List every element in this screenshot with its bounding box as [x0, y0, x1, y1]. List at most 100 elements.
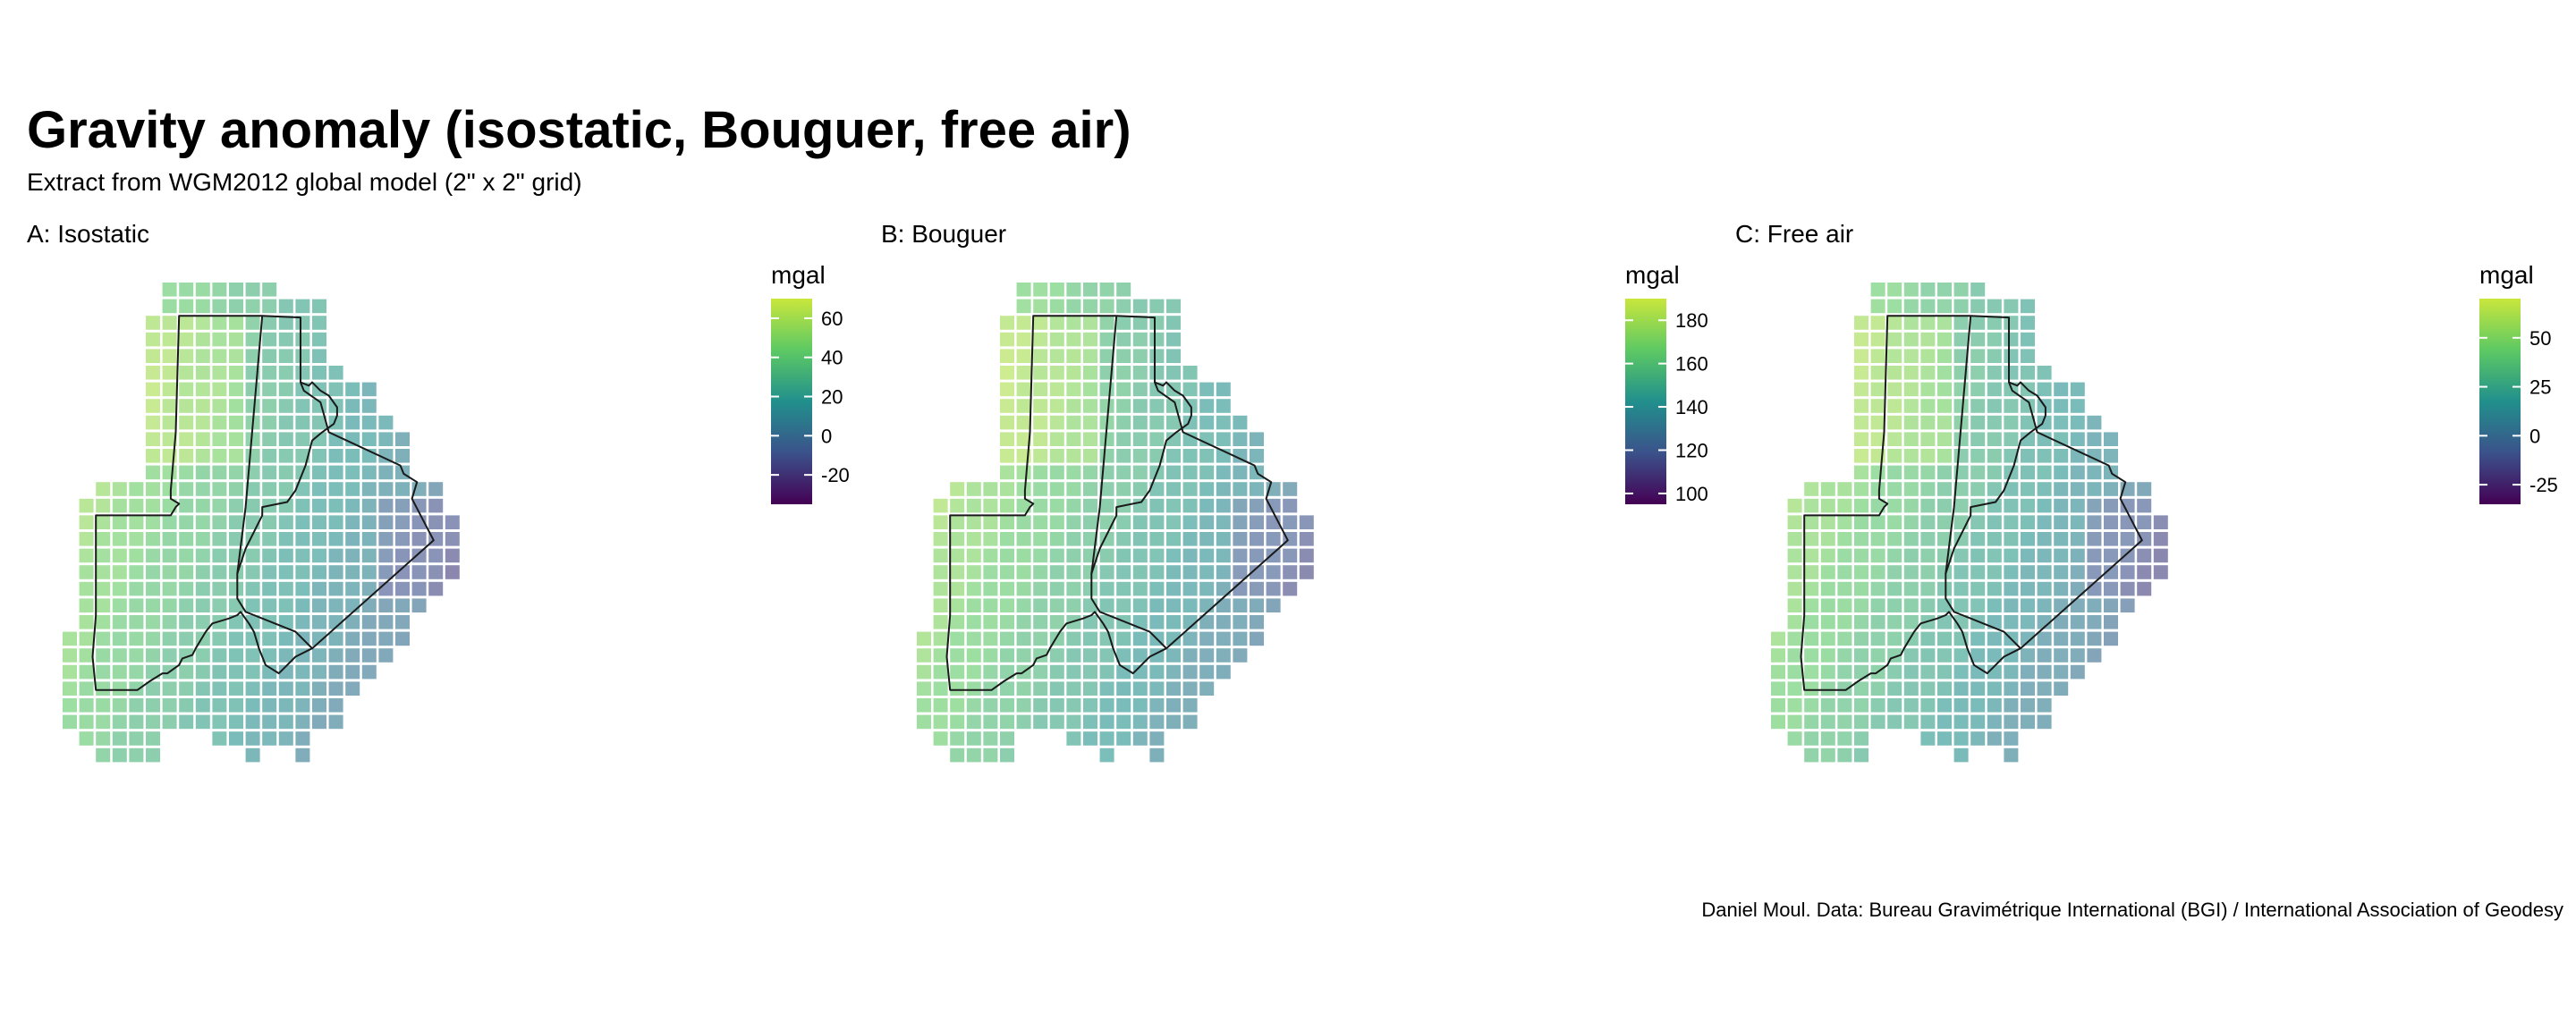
grid-tile [1182, 598, 1198, 612]
grid-tile [312, 548, 326, 563]
grid-tile [96, 648, 111, 663]
grid-tile [179, 465, 194, 480]
grid-tile [1166, 482, 1181, 496]
grid-tile [146, 747, 160, 763]
grid-tile [1953, 316, 1969, 330]
grid-tile [1016, 482, 1031, 496]
grid-tile [328, 648, 343, 663]
grid-tile [162, 283, 177, 297]
grid-tile [146, 415, 160, 430]
grid-tile [1887, 681, 1902, 696]
grid-tile [1887, 698, 1902, 713]
grid-tile [428, 565, 444, 579]
grid-tile [1953, 283, 1969, 297]
grid-tile [1820, 615, 1835, 629]
grid-tile [1299, 515, 1314, 529]
grid-tile [1216, 581, 1231, 596]
grid-tile [983, 615, 998, 629]
grid-tile [1787, 731, 1802, 746]
grid-tile [1887, 548, 1902, 563]
grid-tile [1099, 482, 1114, 496]
grid-tile [1216, 515, 1231, 529]
grid-tile [1166, 332, 1181, 347]
grid-tile [1887, 515, 1902, 529]
grid-tile [1149, 366, 1165, 380]
grid-tile [212, 283, 227, 297]
grid-tile [1182, 565, 1198, 579]
grid-tile [278, 449, 293, 463]
grid-tile [1099, 349, 1114, 363]
grid-tile [2070, 482, 2085, 496]
grid-tile [2137, 515, 2152, 529]
grid-tile [1066, 399, 1081, 413]
grid-tile [1116, 332, 1131, 347]
grid-tile [1937, 565, 1952, 579]
grid-tile [262, 698, 277, 713]
grid-tile [1099, 714, 1114, 730]
grid-tile [2021, 498, 2035, 513]
grid-tile [146, 664, 160, 680]
grid-tile [1970, 598, 1986, 612]
grid-tile [1854, 681, 1868, 696]
grid-tile [295, 399, 310, 413]
grid-tile [1870, 332, 1885, 347]
grid-tile [312, 366, 326, 380]
grid-tile [146, 515, 160, 529]
grid-tile [295, 565, 310, 579]
grid-tile [1049, 681, 1064, 696]
grid-tile [428, 482, 444, 496]
grid-tile [1033, 415, 1048, 430]
grid-tile [179, 299, 194, 314]
grid-tile [1000, 548, 1014, 563]
grid-tile [112, 664, 127, 680]
grid-tile [428, 515, 444, 529]
grid-tile [1016, 631, 1031, 646]
tile-grid [1771, 283, 2168, 763]
grid-tile [1033, 698, 1048, 713]
grid-tile [195, 382, 210, 397]
grid-tile [1920, 515, 1936, 529]
grid-tile [2070, 598, 2085, 612]
grid-tile [1016, 581, 1031, 596]
grid-tile [1820, 631, 1835, 646]
grid-tile [1937, 316, 1952, 330]
grid-tile [1903, 415, 1919, 430]
grid-tile [1033, 349, 1048, 363]
grid-tile [312, 581, 326, 596]
grid-tile [245, 565, 260, 579]
grid-tile [1837, 515, 1852, 529]
grid-tile [1216, 399, 1231, 413]
grid-tile [1049, 316, 1064, 330]
grid-tile [933, 731, 948, 746]
grid-tile [1049, 482, 1064, 496]
grid-tile [1970, 581, 1986, 596]
grid-tile [966, 664, 981, 680]
grid-tile [950, 498, 965, 513]
grid-tile [1970, 415, 1986, 430]
grid-tile [1000, 747, 1014, 763]
grid-tile [1099, 316, 1114, 330]
grid-tile [1083, 432, 1097, 446]
grid-tile [1116, 415, 1131, 430]
grid-tile [1870, 714, 1885, 730]
grid-tile [2037, 515, 2052, 529]
grid-tile [378, 498, 394, 513]
grid-tile [1033, 664, 1048, 680]
grid-tile [1771, 664, 1785, 680]
grid-tile [1854, 698, 1868, 713]
grid-tile [2054, 465, 2069, 480]
grid-tile [1083, 731, 1097, 746]
grid-tile [112, 648, 127, 663]
grid-tile [2037, 615, 2052, 629]
grid-tile [1000, 581, 1014, 596]
grid-tile [2087, 482, 2102, 496]
grid-tile [1016, 399, 1031, 413]
grid-tile [2137, 498, 2152, 513]
colorbar-gradient [1625, 299, 1666, 504]
grid-tile [1804, 664, 1819, 680]
grid-tile [1920, 598, 1936, 612]
grid-tile [1920, 399, 1936, 413]
grid-tile [950, 747, 965, 763]
grid-tile [1182, 548, 1198, 563]
grid-tile [1166, 349, 1181, 363]
